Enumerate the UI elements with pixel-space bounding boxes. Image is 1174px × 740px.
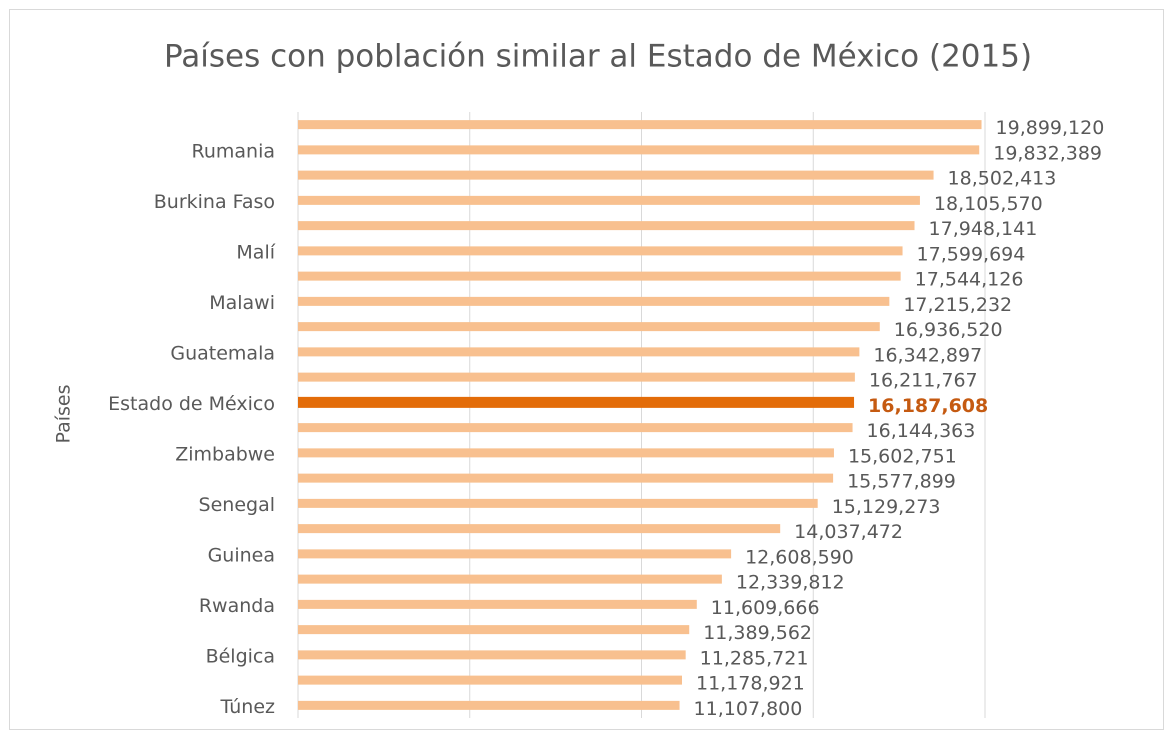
bar: [298, 170, 934, 180]
value-label: 16,342,897: [873, 344, 982, 366]
bar: [298, 246, 903, 256]
bar: [298, 675, 682, 685]
y-tick-label: Estado de México: [108, 393, 275, 415]
value-label: 11,178,921: [696, 673, 805, 695]
bar: [298, 524, 781, 534]
bar: [298, 372, 855, 382]
value-label: 15,577,899: [847, 471, 956, 493]
value-label: 17,215,232: [903, 294, 1012, 316]
bar: [298, 650, 686, 660]
bar: [298, 448, 834, 458]
bar: [298, 549, 732, 559]
bar: [298, 574, 722, 584]
y-tick-label: Zimbabwe: [175, 443, 275, 465]
value-label: 18,502,413: [948, 168, 1057, 190]
bar: [298, 347, 860, 357]
bar: [298, 625, 690, 635]
bar: [298, 145, 980, 155]
value-label: 15,129,273: [832, 496, 941, 518]
bar: [298, 296, 890, 306]
bar: [298, 423, 853, 433]
value-label: 16,144,363: [867, 420, 976, 442]
y-tick-label: Bélgica: [206, 645, 275, 667]
value-label: 17,948,141: [929, 218, 1038, 240]
bar: [298, 120, 982, 130]
value-label: 17,599,694: [917, 243, 1026, 265]
y-tick-label: Malí: [236, 241, 275, 263]
value-label: 11,389,562: [703, 622, 812, 644]
value-label: 11,107,800: [694, 698, 803, 720]
value-label: 12,339,812: [736, 572, 845, 594]
bar: [298, 396, 855, 408]
bar: [298, 473, 834, 483]
y-tick-label: Senegal: [199, 494, 275, 516]
value-label: 18,105,570: [934, 193, 1043, 215]
bar: [298, 271, 901, 281]
value-label: 11,609,666: [711, 597, 820, 619]
chart-frame: [9, 9, 1164, 730]
bar: [298, 599, 697, 609]
value-label: 16,936,520: [894, 319, 1003, 341]
value-label: 16,211,767: [869, 370, 978, 392]
value-label: 17,544,126: [915, 269, 1024, 291]
value-label: 15,602,751: [848, 445, 957, 467]
chart-title: Países con población similar al Estado d…: [164, 39, 1032, 75]
bar: [298, 195, 920, 205]
bar: [298, 221, 915, 231]
y-tick-label: Túnez: [220, 696, 275, 718]
value-label: 12,608,590: [745, 546, 854, 568]
y-tick-label: Guatemala: [170, 342, 275, 364]
value-label: 19,899,120: [996, 117, 1105, 139]
y-tick-label: Rwanda: [199, 595, 275, 617]
y-axis-label: Países: [53, 384, 75, 443]
y-tick-label: Rumania: [191, 140, 275, 162]
y-tick-label: Burkina Faso: [154, 191, 275, 213]
bar: [298, 700, 680, 710]
bar: [298, 322, 880, 332]
value-label: 11,285,721: [700, 647, 809, 669]
bar: [298, 498, 818, 508]
value-label: 19,832,389: [993, 142, 1102, 164]
value-label: 16,187,608: [868, 395, 988, 417]
y-tick-label: Malawi: [209, 292, 275, 314]
y-tick-label: Guinea: [208, 544, 275, 566]
value-label: 14,037,472: [794, 521, 903, 543]
